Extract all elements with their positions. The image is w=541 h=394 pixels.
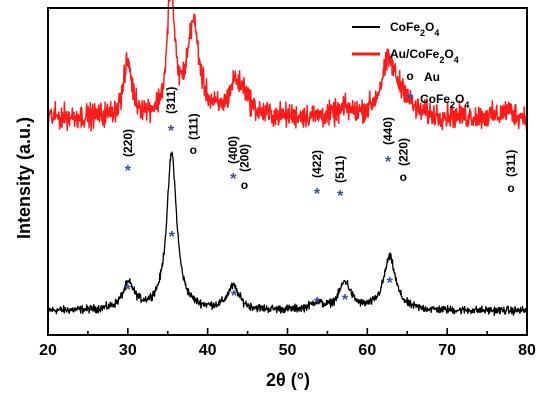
au-marker: o (507, 181, 514, 195)
legend-au-label: Au (424, 70, 440, 84)
star-marker: * (314, 295, 321, 312)
legend-label-au-cofe2o4: Au/CoFe2O4 (390, 47, 459, 65)
star-marker: * (342, 292, 349, 309)
x-axis-title: 2θ (°) (266, 370, 310, 390)
x-tick-label: 70 (438, 342, 456, 359)
miller-index-label: (422) (310, 150, 324, 178)
legend-cofe2o4-symbol: * (407, 91, 414, 108)
axes: 20 30 40 50 60 70 80 (39, 7, 536, 359)
au-marker: o (400, 170, 407, 184)
peak-markers: *(220) *(311)o(111)*(400)o(200)*(422)*(51… (121, 87, 518, 312)
x-tick-label: 80 (518, 342, 536, 359)
miller-index-label: (200) (237, 144, 251, 172)
star-marker: * (385, 154, 392, 171)
miller-index-label: (220) (396, 138, 410, 166)
legend: CoFe2O4 Au/CoFe2O4 o Au * CoFe2O4 (352, 20, 469, 110)
star-marker: * (230, 171, 237, 188)
star-marker: * (231, 288, 238, 305)
au-marker: o (190, 143, 197, 157)
star-marker: * (125, 282, 132, 299)
miller-index-label: (440) (381, 117, 395, 145)
legend-label-cofe2o4: CoFe2O4 (390, 20, 439, 38)
star-marker: * (337, 188, 344, 205)
miller-index-label: (511) (333, 156, 347, 183)
star-marker: * (314, 186, 321, 203)
series-line-cofe2o4 (47, 151, 528, 317)
miller-index-label: (220) (121, 129, 135, 157)
x-tick-label: 40 (199, 342, 217, 359)
miller-index-label: (311) (164, 87, 178, 114)
legend-au-symbol: o (406, 69, 413, 83)
plot-area (47, 0, 528, 317)
miller-index-label: (311) (504, 150, 518, 177)
star-marker: * (169, 229, 176, 246)
x-tick-label: 30 (119, 342, 137, 359)
au-marker: o (241, 178, 248, 192)
x-tick-label: 50 (279, 342, 297, 359)
star-marker: * (387, 275, 394, 292)
x-tick-label: 60 (358, 342, 376, 359)
legend-cofe2o4-label: CoFe2O4 (420, 92, 469, 110)
star-marker: * (168, 123, 175, 140)
y-axis-title: Intensity (a.u.) (14, 117, 34, 239)
star-marker: * (125, 163, 132, 180)
x-tick-label: 20 (39, 342, 57, 359)
miller-index-label: (400) (226, 136, 240, 164)
series-line-au-cofe2o4 (47, 0, 528, 132)
miller-index-label: (111) (186, 113, 200, 140)
